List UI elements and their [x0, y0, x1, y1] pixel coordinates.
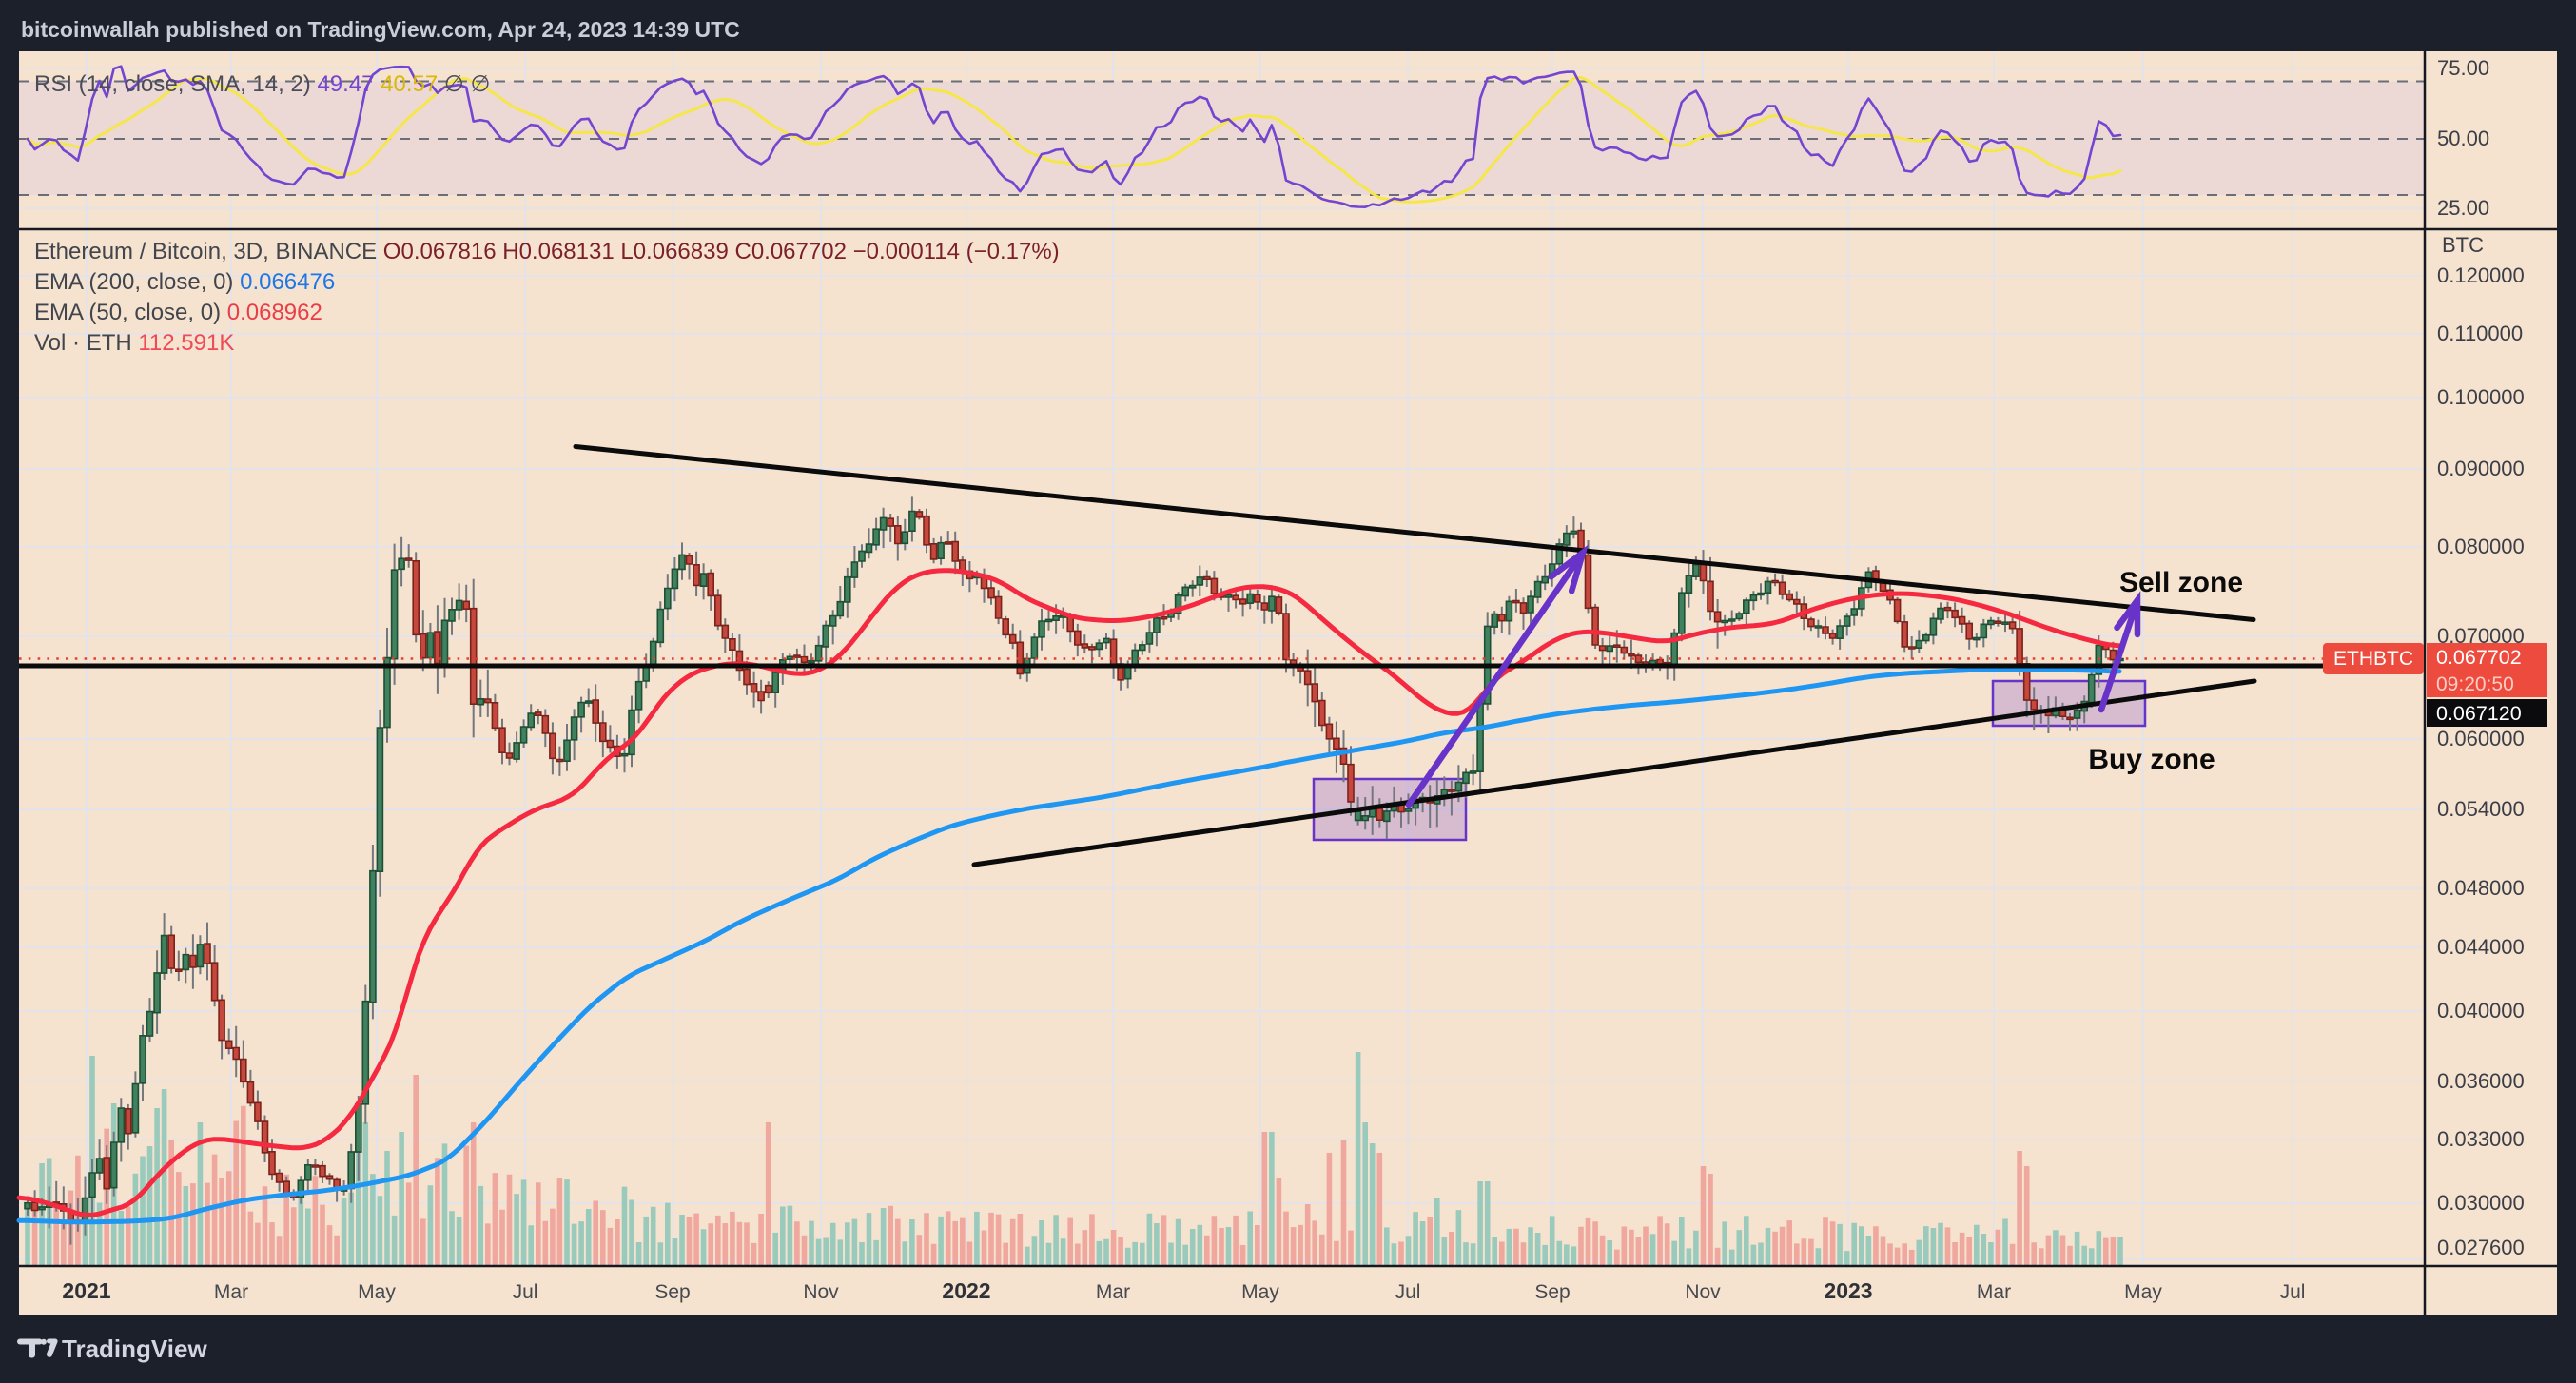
- svg-text:0.030000: 0.030000: [2437, 1191, 2525, 1215]
- svg-text:Buy zone: Buy zone: [2088, 744, 2215, 775]
- svg-text:Jul: Jul: [1395, 1281, 1421, 1303]
- svg-text:0.048000: 0.048000: [2437, 876, 2525, 900]
- svg-text:0.040000: 0.040000: [2437, 999, 2525, 1023]
- svg-text:Mar: Mar: [1977, 1281, 2011, 1303]
- svg-text:ETHBTC: ETHBTC: [2333, 648, 2413, 670]
- svg-text:Mar: Mar: [214, 1281, 248, 1303]
- svg-text:EMA (200, close, 0) 0.066476: EMA (200, close, 0) 0.066476: [34, 269, 335, 295]
- svg-text:TradingView: TradingView: [62, 1334, 207, 1363]
- svg-text:Ethereum / Bitcoin, 3D, BINANC: Ethereum / Bitcoin, 3D, BINANCE O0.06781…: [34, 239, 1060, 264]
- svg-text:Mar: Mar: [1096, 1281, 1130, 1303]
- svg-text:Sell zone: Sell zone: [2119, 567, 2243, 598]
- svg-text:bitcoinwallah published on Tra: bitcoinwallah published on TradingView.c…: [21, 17, 740, 42]
- svg-text:0.033000: 0.033000: [2437, 1127, 2525, 1151]
- svg-text:0.027600: 0.027600: [2437, 1236, 2525, 1259]
- svg-text:May: May: [1241, 1281, 1279, 1303]
- svg-text:0.044000: 0.044000: [2437, 935, 2525, 959]
- svg-text:0.054000: 0.054000: [2437, 797, 2525, 821]
- svg-text:2021: 2021: [62, 1278, 110, 1303]
- svg-text:Jul: Jul: [2280, 1281, 2306, 1303]
- svg-text:0.067120: 0.067120: [2436, 702, 2522, 725]
- svg-text:BTC: BTC: [2442, 233, 2484, 257]
- svg-text:50.00: 50.00: [2437, 127, 2489, 150]
- svg-text:0.120000: 0.120000: [2437, 263, 2525, 287]
- svg-text:0.060000: 0.060000: [2437, 727, 2525, 750]
- svg-text:May: May: [358, 1281, 396, 1303]
- svg-text:2022: 2022: [942, 1278, 990, 1303]
- svg-text:09:20:50: 09:20:50: [2436, 673, 2514, 695]
- svg-text:25.00: 25.00: [2437, 196, 2489, 220]
- svg-text:0.110000: 0.110000: [2437, 321, 2523, 345]
- svg-text:Sep: Sep: [1534, 1281, 1570, 1303]
- svg-text:0.090000: 0.090000: [2437, 457, 2525, 480]
- svg-text:0.036000: 0.036000: [2437, 1069, 2525, 1093]
- svg-text:0.080000: 0.080000: [2437, 535, 2525, 558]
- svg-text:75.00: 75.00: [2437, 56, 2489, 80]
- svg-text:0.067702: 0.067702: [2436, 646, 2522, 669]
- svg-text:Jul: Jul: [513, 1281, 538, 1303]
- svg-text:2023: 2023: [1824, 1278, 1872, 1303]
- svg-text:Sep: Sep: [654, 1281, 690, 1303]
- svg-text:Vol · ETH 112.591K: Vol · ETH 112.591K: [34, 330, 234, 356]
- svg-text:Nov: Nov: [1685, 1281, 1721, 1303]
- svg-text:EMA (50, close, 0) 0.068962: EMA (50, close, 0) 0.068962: [34, 300, 322, 325]
- svg-text:May: May: [2124, 1281, 2162, 1303]
- svg-text:Nov: Nov: [803, 1281, 839, 1303]
- svg-text:RSI (14, close, SMA, 14, 2) 49: RSI (14, close, SMA, 14, 2) 49.47 40.57 …: [34, 71, 490, 97]
- svg-text:0.100000: 0.100000: [2437, 385, 2525, 409]
